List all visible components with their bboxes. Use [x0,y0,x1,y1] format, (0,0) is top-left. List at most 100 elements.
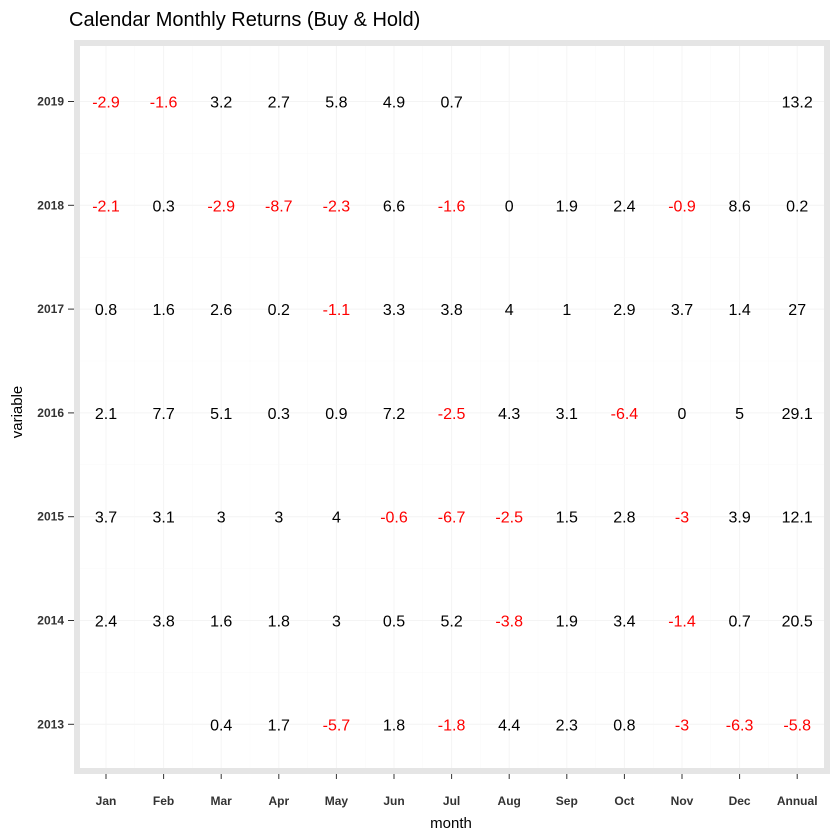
x-tick-label: Jan [96,794,117,808]
return-value-label: 1.8 [383,717,405,734]
return-value-label: 2.7 [268,95,290,112]
return-value-label: 27 [788,302,806,319]
return-value-label: 4.3 [498,406,520,423]
x-axis-title: month [430,815,472,832]
return-value-label: 0.7 [728,614,750,631]
x-tick-label: Feb [153,794,174,808]
return-value-label: -5.8 [783,717,811,734]
return-value-label: 0.2 [268,302,290,319]
return-value-label: 1.9 [556,198,578,215]
return-value-label: -2.5 [495,510,523,527]
return-value-label: 6.6 [383,198,405,215]
return-value-label: 3.1 [556,406,578,423]
return-value-label: 3 [332,614,341,631]
return-value-label: -3.8 [495,614,523,631]
return-value-label: -1.6 [438,198,466,215]
return-value-label: 2.8 [613,510,635,527]
return-value-label: -6.3 [726,717,754,734]
return-value-label: 4.4 [498,717,520,734]
return-value-label: -2.9 [207,198,235,215]
return-value-label: 4 [505,302,514,319]
return-value-label: 13.2 [782,95,813,112]
return-values: -2.9 -1.6 3.2 2.7 5.8 4.9 0.7 13.2 -2.1 0.3 -2.9 -8… [92,95,813,735]
y-tick-label: 2019 [37,95,64,109]
return-value-label: 7.2 [383,406,405,423]
return-value-label: 3 [274,510,283,527]
return-value-label: 3.8 [152,614,174,631]
x-tick-label: Annual [777,794,818,808]
return-value-label: 29.1 [782,406,813,423]
return-value-label: 3.1 [152,510,174,527]
return-value-label: 20.5 [782,614,813,631]
return-value-label: -6.4 [611,406,639,423]
return-value-label: 2.9 [613,302,635,319]
x-tick-label: Apr [268,794,289,808]
return-value-label: 0.3 [152,198,174,215]
return-value-label: 0.5 [383,614,405,631]
return-value-label: -5.7 [323,717,351,734]
return-value-label: 4.9 [383,95,405,112]
return-value-label: 1.7 [268,717,290,734]
return-value-label: 1.6 [152,302,174,319]
y-tick-label: 2017 [37,302,64,316]
x-tick-label: Oct [614,794,634,808]
return-value-label: 5.8 [325,95,347,112]
x-tick-label: Nov [671,794,694,808]
return-value-label: 2.1 [95,406,117,423]
return-value-label: 3.7 [671,302,693,319]
return-value-label: 0.7 [440,95,462,112]
x-axis: Jan Feb Mar Apr May Jun Jul Aug Sep Oct Nov Dec Annu… [96,774,818,808]
return-value-label: 1.8 [268,614,290,631]
return-value-label: -1.1 [323,302,351,319]
return-value-label: 2.6 [210,302,232,319]
return-value-label: -8.7 [265,198,293,215]
y-tick-label: 2018 [37,198,64,212]
x-tick-label: Dec [729,794,751,808]
return-value-label: 1 [562,302,571,319]
return-value-label: 0.9 [325,406,347,423]
return-value-label: 1.5 [556,510,578,527]
return-value-label: -0.9 [668,198,696,215]
return-value-label: 1.6 [210,614,232,631]
return-value-label: 0.8 [613,717,635,734]
return-value-label: -3 [675,510,689,527]
return-value-label: -0.6 [380,510,408,527]
x-tick-label: May [325,794,349,808]
return-value-label: 12.1 [782,510,813,527]
return-value-label: 5.2 [440,614,462,631]
y-axis-title: variable [9,386,26,439]
return-value-label: 3.9 [728,510,750,527]
return-value-label: 2.4 [95,614,117,631]
return-value-label: 3.7 [95,510,117,527]
return-value-label: 2.3 [556,717,578,734]
x-tick-label: Aug [498,794,521,808]
return-value-label: 3.4 [613,614,635,631]
y-tick-label: 2015 [37,510,64,524]
y-tick-label: 2016 [37,406,64,420]
return-value-label: 0.4 [210,717,232,734]
return-value-label: 3.3 [383,302,405,319]
return-value-label: 5 [735,406,744,423]
return-value-label: -1.4 [668,614,696,631]
x-tick-label: Jun [383,794,404,808]
return-value-label: 1.9 [556,614,578,631]
return-value-label: 0.8 [95,302,117,319]
return-value-label: 3.2 [210,95,232,112]
grid-lines [80,46,824,768]
return-value-label: 0 [505,198,514,215]
x-tick-label: Sep [556,794,578,808]
return-value-label: -2.5 [438,406,466,423]
return-value-label: 3 [217,510,226,527]
return-value-label: 3.8 [440,302,462,319]
return-value-label: -2.1 [92,198,120,215]
return-value-label: 1.4 [728,302,750,319]
return-value-label: 2.4 [613,198,635,215]
return-value-label: -2.3 [323,198,351,215]
chart-title: Calendar Monthly Returns (Buy & Hold) [69,9,420,31]
y-axis: 2019 2018 2017 2016 2015 2014 2013 [37,95,74,731]
return-value-label: 4 [332,510,341,527]
return-value-label: -1.6 [150,95,178,112]
return-value-label: -6.7 [438,510,466,527]
return-value-label: 8.6 [728,198,750,215]
